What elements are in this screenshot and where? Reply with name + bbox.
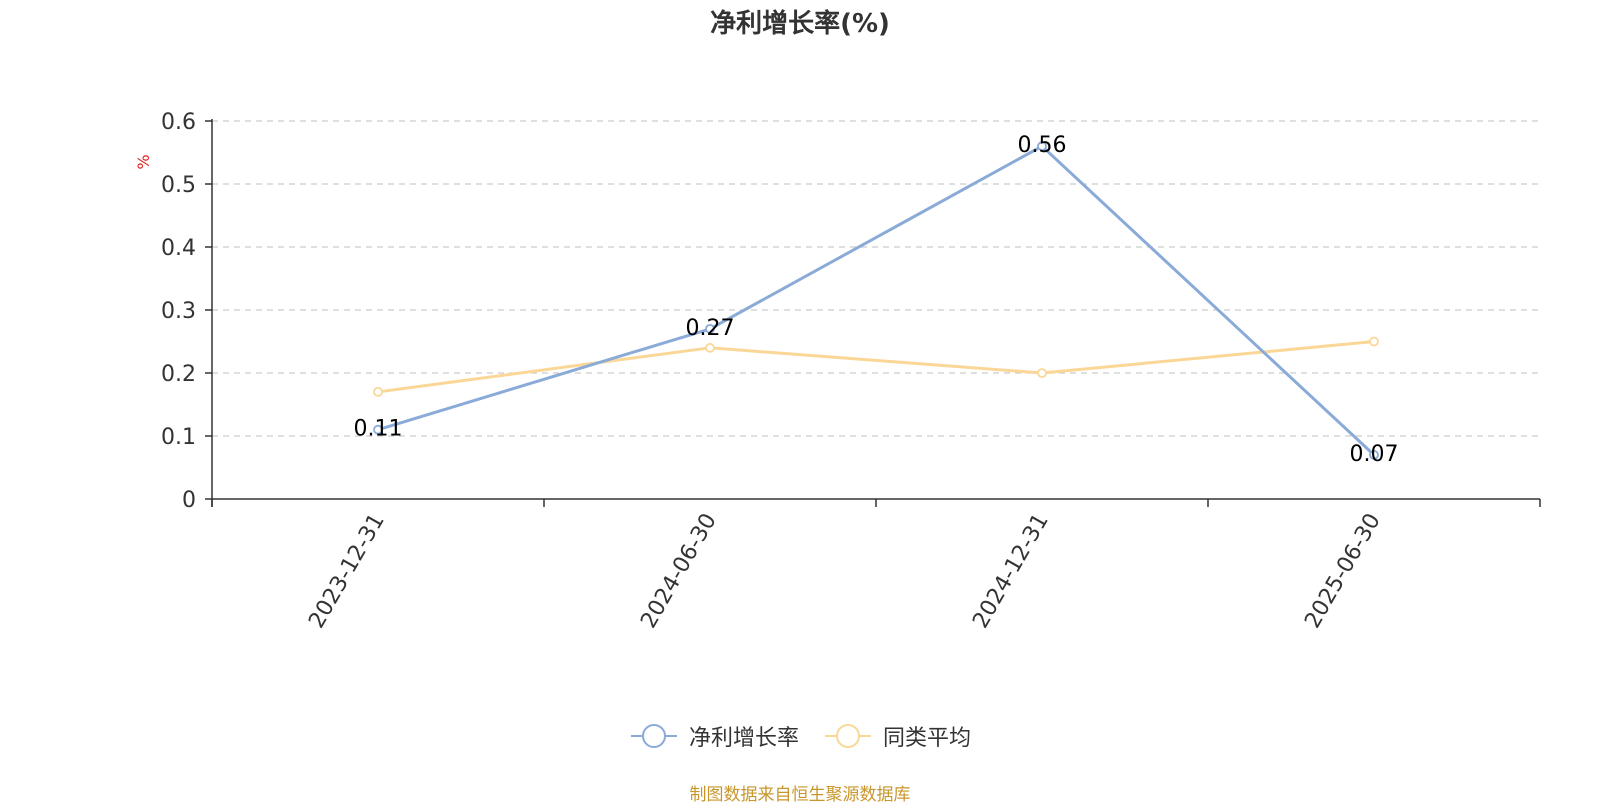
- y-tick-label: 0: [182, 488, 196, 513]
- legend-marker-avg-icon: [825, 724, 871, 748]
- data-point-main: [373, 424, 383, 435]
- legend: 净利增长率 同类平均: [0, 720, 1600, 752]
- y-tick-label: 0.4: [161, 236, 196, 261]
- data-point-main: [1369, 449, 1379, 460]
- x-tick-label: 2025-06-30: [1300, 509, 1386, 632]
- x-tick-label: 2024-12-31: [968, 509, 1054, 632]
- x-tick-label: 2024-06-30: [636, 509, 722, 632]
- y-tick-label: 0.1: [161, 425, 196, 450]
- legend-item-avg[interactable]: 同类平均: [823, 720, 971, 752]
- legend-item-main[interactable]: 净利增长率: [629, 720, 799, 752]
- data-label: 0.27: [686, 316, 735, 341]
- data-point-main: [1037, 141, 1047, 152]
- series-line-main: [377, 144, 1376, 456]
- data-point-avg: [373, 386, 383, 397]
- data-label: 0.56: [1018, 133, 1067, 158]
- data-point-avg: [1037, 368, 1047, 378]
- legend-marker-main-icon: [630, 724, 677, 748]
- series-line-avg: [377, 340, 1375, 394]
- source-note: 制图数据来自恒生聚源数据库: [689, 785, 911, 805]
- y-tick-label: 0.3: [161, 299, 196, 324]
- legend-label-avg: 同类平均: [883, 726, 972, 751]
- legend-circle-main: [641, 724, 666, 748]
- data-label: 0.11: [354, 417, 403, 442]
- y-tick-label: 0.6: [161, 110, 196, 135]
- legend-label-main: 净利增长率: [688, 726, 799, 751]
- data-point-avg: [1369, 336, 1379, 347]
- y-axis-label: %: [134, 154, 153, 169]
- y-tick-label: 0.5: [161, 173, 196, 198]
- legend-circle-avg: [836, 724, 860, 748]
- y-tick-label: 0.2: [161, 362, 196, 387]
- data-point-main: [705, 323, 715, 334]
- chart-title: 净利增长率(%): [710, 9, 890, 39]
- data-label: 0.07: [1350, 442, 1399, 467]
- x-tick-label: 2023-12-31: [304, 509, 390, 632]
- data-point-avg: [705, 342, 715, 353]
